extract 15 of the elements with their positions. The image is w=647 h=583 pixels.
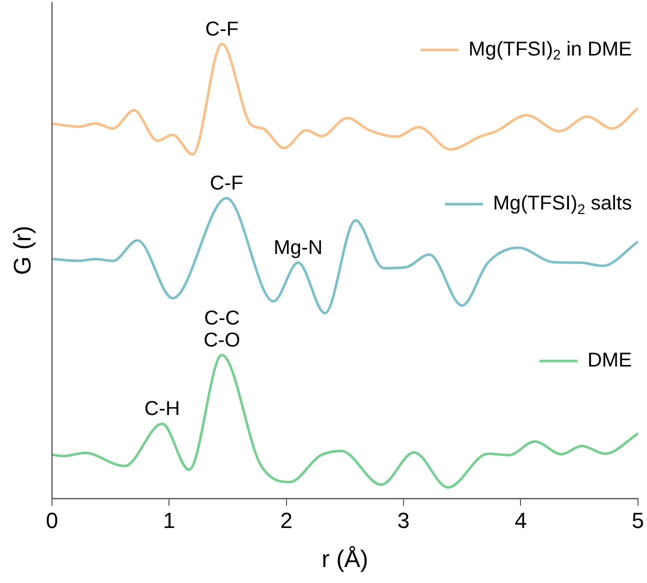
x-tick-label: 2 xyxy=(280,508,292,534)
annotation: C-H xyxy=(144,398,180,420)
y-axis-title: G (r) xyxy=(10,226,37,276)
legend-label: DME xyxy=(587,350,632,372)
annotation: C-O xyxy=(204,330,240,352)
x-axis-title: r (Å) xyxy=(322,546,368,574)
annotation: C-C xyxy=(204,308,240,330)
x-tick-label: 4 xyxy=(514,508,527,534)
x-tick-label: 1 xyxy=(163,508,176,534)
annotation: C-F xyxy=(210,172,244,195)
x-tick-label: 0 xyxy=(46,508,58,534)
annotation: Mg-N xyxy=(274,237,323,260)
x-tick-label: 3 xyxy=(397,508,410,534)
x-tick-label: 5 xyxy=(632,508,644,534)
annotation: C-F xyxy=(205,18,239,40)
